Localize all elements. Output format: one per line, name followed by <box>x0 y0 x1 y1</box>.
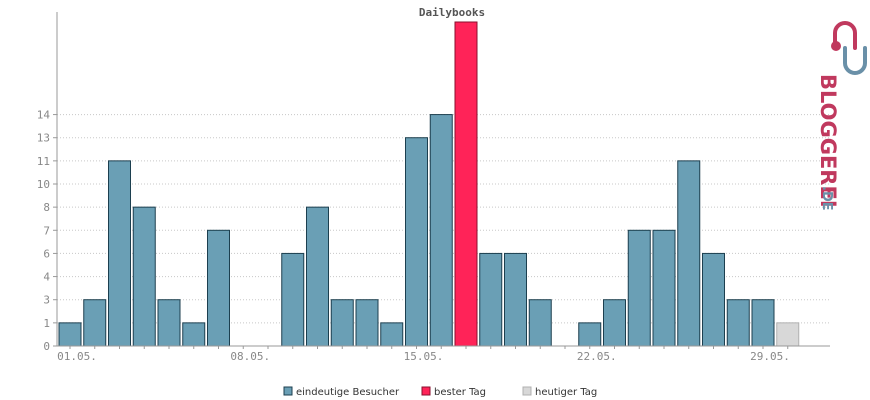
bar <box>504 252 527 347</box>
bar <box>405 137 428 347</box>
bar <box>454 21 478 347</box>
bloggerei-logo: BLOGGEREI .DE <box>816 21 867 211</box>
bar <box>627 229 651 347</box>
y-tick-label: 10 <box>37 178 50 191</box>
bar <box>578 322 602 347</box>
legend-swatch <box>421 386 431 396</box>
chart-title: Dailybooks <box>419 6 485 19</box>
bar <box>83 299 107 347</box>
x-axis-ticks: 01.05. 08.05. 15.05. 22.05. 29.05. <box>57 346 790 363</box>
y-tick-label: 4 <box>43 271 50 284</box>
bar <box>702 252 725 347</box>
legend-label: bester Tag <box>434 387 486 398</box>
y-tick-label: 0 <box>43 340 50 353</box>
legend-swatch <box>522 386 532 396</box>
bar <box>355 299 379 347</box>
legend: eindeutige Besucher bester Tag heutiger Ta… <box>283 386 597 398</box>
bar <box>751 299 775 347</box>
bar <box>429 114 453 347</box>
axes <box>56 12 830 347</box>
y-tick-label: 11 <box>37 155 50 168</box>
bar <box>281 252 305 347</box>
x-tick-label: 22.05. <box>577 350 617 363</box>
x-tick-label: 29.05. <box>750 350 790 363</box>
x-tick-label: 08.05. <box>230 350 270 363</box>
y-tick-label: 7 <box>43 224 50 237</box>
bar <box>132 206 156 347</box>
legend-swatch <box>283 386 293 396</box>
logo-suffix-text: .DE <box>819 186 834 211</box>
bar <box>726 299 750 347</box>
y-tick-label: 13 <box>37 132 50 145</box>
bar <box>652 229 676 347</box>
bar <box>330 299 354 347</box>
y-tick-label: 8 <box>43 201 50 214</box>
y-tick-label: 1 <box>43 317 50 330</box>
logo-main-text: BLOGGEREI <box>816 74 840 208</box>
legend-label: heutiger Tag <box>535 387 597 398</box>
bar <box>58 322 82 347</box>
bar <box>207 229 230 347</box>
bar <box>306 206 329 347</box>
logo-icon <box>831 21 867 75</box>
x-tick-label: 15.05. <box>404 350 444 363</box>
bar <box>528 299 552 347</box>
bar <box>182 322 206 347</box>
bar <box>380 322 404 347</box>
bar <box>776 322 800 347</box>
x-tick-label: 01.05. <box>57 350 97 363</box>
legend-label: eindeutige Besucher <box>296 387 400 398</box>
y-tick-label: 14 <box>37 109 51 122</box>
bar <box>108 160 131 347</box>
bar <box>479 252 503 347</box>
bar <box>603 299 626 347</box>
bars <box>58 21 800 347</box>
y-tick-label: 6 <box>43 247 50 260</box>
bar <box>677 160 701 347</box>
bar <box>157 299 181 347</box>
y-tick-label: 3 <box>43 294 50 307</box>
